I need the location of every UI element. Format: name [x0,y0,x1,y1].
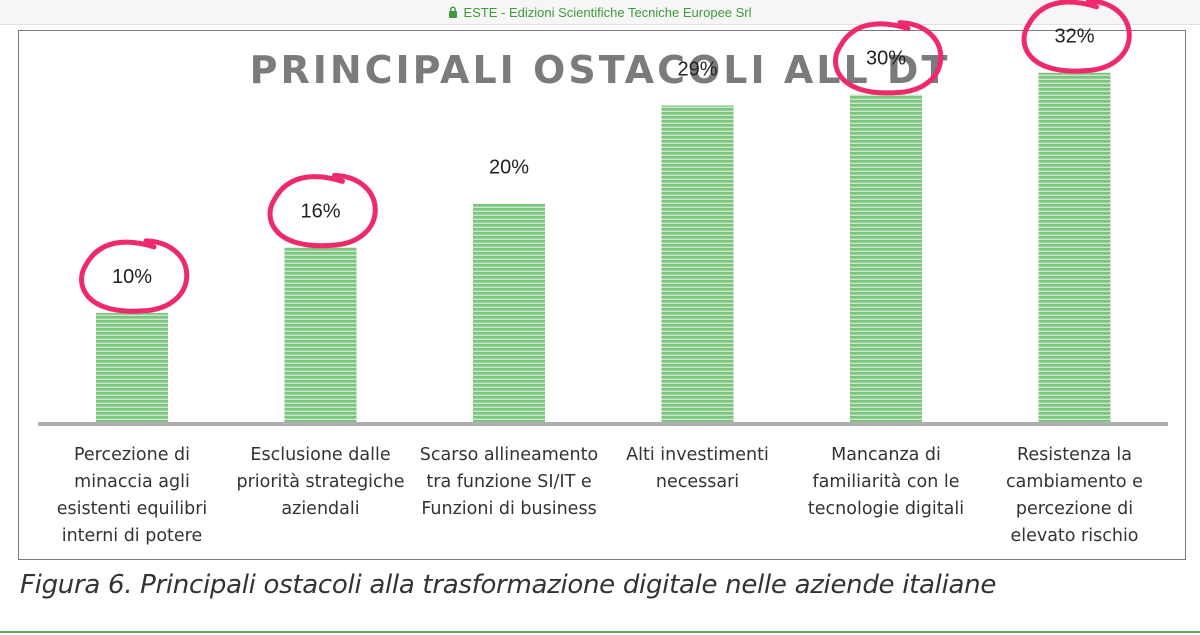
category-label-4: Alti investimenti necessari [598,442,798,496]
figure-caption: Figura 6. Principali ostacoli alla trasf… [20,570,997,600]
data-label-3: 20% [489,157,529,179]
highlight-circle-2 [267,172,378,249]
category-label-line: percezione di [1015,499,1134,519]
browser-address-bar: ESTE - Edizioni Scientifiche Tecniche Eu… [0,0,1200,25]
highlight-circle-1 [79,238,190,314]
category-label-line: necessari [655,472,740,492]
category-label-2: Esclusione dalle priorità strategiche azie… [221,442,421,523]
chart-frame [18,30,1186,560]
category-label-5: Mancanza di familiarità con le tecnologie … [786,442,986,523]
category-label-line: Mancanza di [831,445,941,465]
category-label-line: Resistenza la [1016,445,1132,465]
category-label-line: esistenti equilibri [56,499,208,519]
category-label-line: Scarso allineamento [419,445,599,465]
category-label-line: tra funzione SI/IT e [426,472,592,492]
category-label-line: tecnologie digitali [807,499,965,519]
highlight-circle-6 [1021,0,1132,74]
category-label-line: cambiamento e [1006,472,1143,492]
bar-1 [96,312,168,422]
data-label-4: 29% [677,58,717,80]
category-label-3: Scarso allineamento tra funzione SI/IT e F… [409,442,609,523]
category-label-1: Percezione di minaccia agli esistenti equi… [32,442,232,550]
category-label-line: Alti investimenti [626,445,769,465]
category-label-line: minaccia agli [74,472,190,492]
bar-5 [850,94,922,423]
site-label[interactable]: ESTE - Edizioni Scientifiche Tecniche Eu… [448,4,752,20]
category-label-6: Resistenza la cambiamento e percezione di e… [975,442,1175,550]
chart-title: PRINCIPALI OSTACOLI ALL DT [249,48,951,92]
bar-2 [284,247,357,422]
bar-3 [473,203,545,422]
highlight-circle-5 [833,20,944,96]
category-label-line: familiarità con le [812,472,960,492]
data-label-1: 10% [112,266,152,288]
category-label-line: Funzioni di business [421,499,597,519]
category-label-line: aziendali [281,499,360,519]
category-label-line: interni di potere [61,526,203,546]
data-label-5: 30% [866,48,906,70]
x-axis-line [38,422,1168,426]
category-label-line: priorità strategiche [236,472,405,492]
bar-4 [661,105,734,422]
category-label-line: Esclusione dalle [250,445,391,465]
data-label-2: 16% [300,200,340,222]
site-name: ESTE - Edizioni Scientifiche Tecniche Eu… [463,4,752,20]
lock-icon [449,6,458,18]
data-label-6: 32% [1054,26,1094,48]
category-label-line: elevato rischio [1010,526,1139,546]
category-label-line: Percezione di [73,445,191,465]
page-bottom-rule [0,631,1200,633]
bar-6 [1038,72,1111,422]
